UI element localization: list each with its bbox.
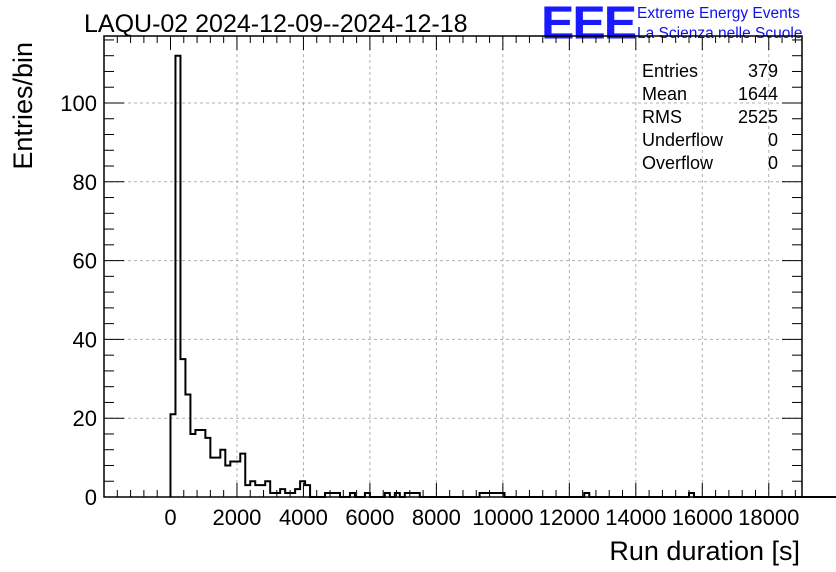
y-axis-label: Entries/bin bbox=[8, 42, 38, 170]
stat-label: Underflow bbox=[642, 130, 724, 150]
stat-label: Entries bbox=[642, 61, 698, 81]
x-axis-label: Run duration [s] bbox=[609, 536, 800, 566]
stat-label: Overflow bbox=[642, 153, 714, 173]
x-tick-labels: 0 2000 4000 6000 8000 10000 12000 14000 16000 180… bbox=[164, 505, 799, 530]
stat-value: 0 bbox=[768, 153, 778, 173]
y-tick-label: 0 bbox=[85, 485, 97, 510]
x-tick-label: 4000 bbox=[279, 505, 328, 530]
x-tick-label: 12000 bbox=[539, 505, 600, 530]
logo-line-1: Extreme Energy Events bbox=[637, 5, 800, 22]
grid-lines bbox=[104, 36, 802, 497]
y-tick-labels: 0 20 40 60 80 100 bbox=[60, 91, 97, 510]
x-tick-label: 18000 bbox=[738, 505, 799, 530]
eee-logo: EEE bbox=[541, 0, 637, 49]
x-tick-label: 8000 bbox=[412, 505, 461, 530]
stat-value: 379 bbox=[748, 61, 778, 81]
y-tick-label: 60 bbox=[73, 249, 97, 274]
stat-label: RMS bbox=[642, 107, 682, 127]
y-tick-label: 80 bbox=[73, 170, 97, 195]
x-tick-label: 0 bbox=[164, 505, 176, 530]
plot-frame bbox=[103, 35, 803, 498]
stat-value: 2525 bbox=[738, 107, 778, 127]
axis-ticks bbox=[104, 36, 802, 498]
y-tick-label: 100 bbox=[60, 91, 97, 116]
x-tick-label: 16000 bbox=[672, 505, 733, 530]
y-tick-label: 20 bbox=[73, 406, 97, 431]
logo-line-2: La Scienza nelle Scuole bbox=[637, 25, 803, 42]
x-tick-label: 2000 bbox=[212, 505, 261, 530]
y-tick-label: 40 bbox=[73, 327, 97, 352]
stats-box: Entries 379 Mean 1644 RMS 2525 Underflow 0 Overf… bbox=[642, 61, 778, 173]
chart-title: LAQU-02 2024-12-09--2024-12-18 bbox=[84, 10, 468, 38]
x-tick-label: 14000 bbox=[605, 505, 666, 530]
stat-value: 1644 bbox=[738, 84, 778, 104]
x-tick-label: 6000 bbox=[345, 505, 394, 530]
stat-label: Mean bbox=[642, 84, 687, 104]
stat-value: 0 bbox=[768, 130, 778, 150]
x-tick-label: 10000 bbox=[472, 505, 533, 530]
